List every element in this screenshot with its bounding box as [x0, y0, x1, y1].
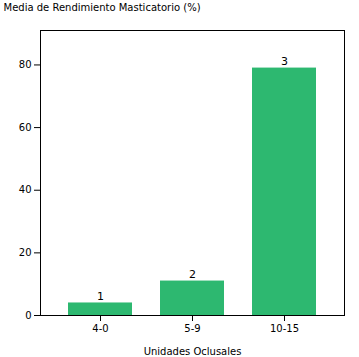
- svg-text:Media de Rendimiento Masticato: Media de Rendimiento Masticatorio (%): [4, 2, 201, 13]
- svg-text:60: 60: [19, 122, 32, 133]
- svg-text:1: 1: [97, 289, 104, 302]
- svg-text:40: 40: [19, 184, 32, 195]
- svg-text:10-15: 10-15: [270, 323, 299, 334]
- svg-text:20: 20: [19, 247, 32, 258]
- svg-text:Unidades Oclusales: Unidades Oclusales: [144, 346, 242, 357]
- svg-text:5-9: 5-9: [184, 323, 200, 334]
- svg-text:3: 3: [281, 55, 288, 68]
- svg-text:0: 0: [25, 310, 31, 321]
- svg-text:2: 2: [189, 268, 196, 281]
- svg-text:80: 80: [19, 59, 32, 70]
- svg-text:4-0: 4-0: [92, 323, 108, 334]
